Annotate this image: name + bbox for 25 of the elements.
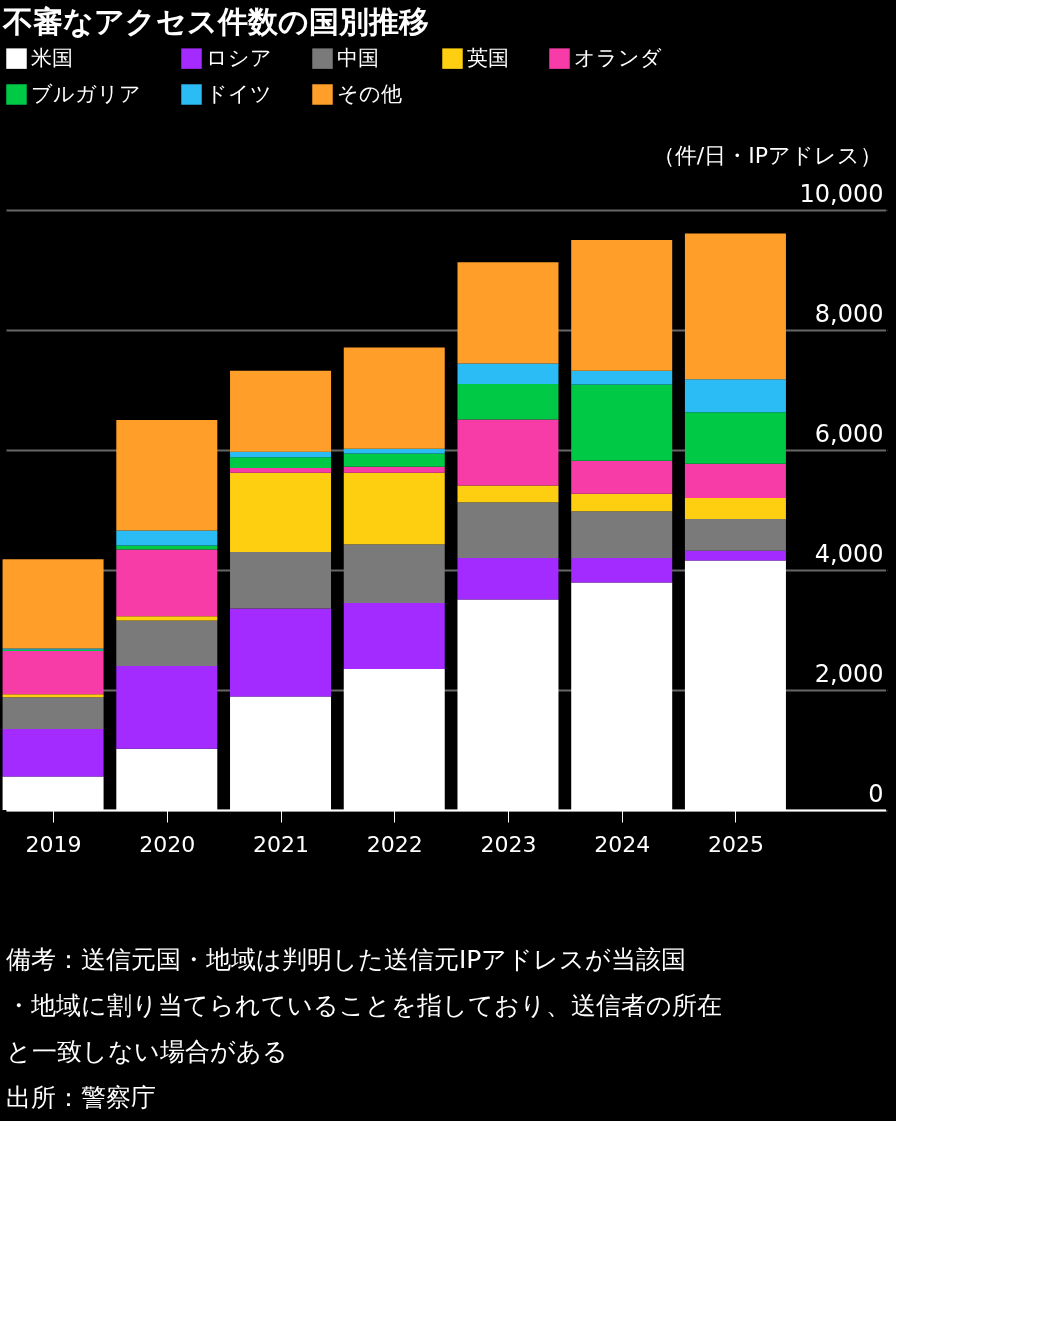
y-tick-label: 8,000 (814, 299, 884, 328)
legend-label: ドイツ (206, 81, 272, 106)
x-tick-label: 2025 (707, 831, 764, 857)
y-tick-label: 0 (868, 779, 884, 808)
x-tick-label: 2023 (480, 831, 537, 857)
legend-label: 英国 (467, 45, 509, 70)
x-tick-label: 2020 (139, 831, 196, 857)
y-tick-label: 4,000 (814, 539, 884, 568)
x-tick-label: 2022 (366, 831, 423, 857)
y-tick-label: 2,000 (814, 659, 884, 688)
legend-label: その他 (337, 81, 402, 106)
legend-label: オランダ (574, 45, 662, 70)
chart-title: 不審なアクセス件数の国別推移 (1, 4, 429, 39)
x-tick-label: 2024 (594, 831, 651, 857)
y-tick-label: 6,000 (814, 419, 884, 448)
text: 出所：警察庁 (6, 1083, 156, 1112)
legend-label: 中国 (337, 45, 379, 70)
x-tick-label: 2019 (25, 831, 82, 857)
legend-label: ブルガリア (31, 81, 141, 106)
legend-label: ロシア (206, 45, 272, 70)
y-axis-title: （件/日・IPアドレス） (652, 143, 882, 168)
y-tick-label: 10,000 (799, 179, 884, 208)
legend-label: 米国 (31, 45, 73, 70)
text: 備考：送信元国・地域は判明した送信元IPアドレスが当該国・地域に割り当てられていることを指しており、送信者の所在と一致しない場合がある (6, 945, 722, 1066)
x-tick-label: 2021 (253, 831, 310, 857)
